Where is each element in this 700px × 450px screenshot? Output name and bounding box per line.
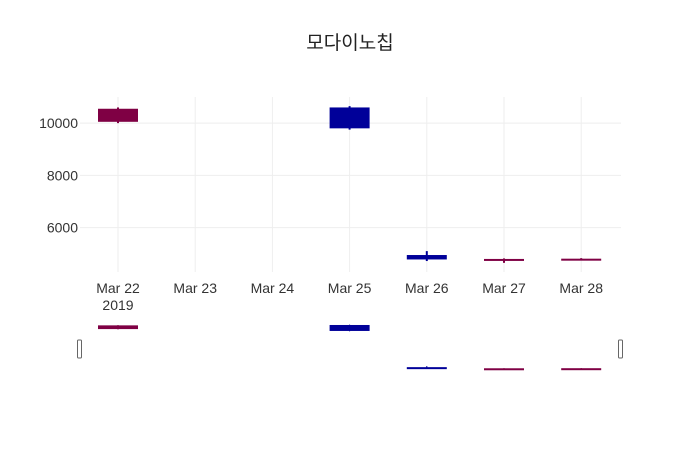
y-tick-label: 6000 bbox=[47, 220, 78, 236]
mini-candle bbox=[484, 368, 524, 371]
mini-candle-body bbox=[98, 325, 138, 330]
candle-body bbox=[406, 255, 447, 260]
y-tick-label: 8000 bbox=[47, 167, 78, 183]
mini-candle-body bbox=[561, 368, 602, 371]
chart-title: 모다이노칩 bbox=[306, 32, 393, 54]
mini-candle bbox=[561, 368, 602, 371]
candle bbox=[98, 107, 138, 124]
range-slider-right-handle[interactable] bbox=[618, 339, 623, 359]
x-tick-label: Mar 23 bbox=[173, 280, 217, 296]
candle-body bbox=[561, 258, 602, 261]
y-axis-ticks: 6000 8000 10000 bbox=[39, 115, 78, 235]
x-tick-label: Mar 27 bbox=[482, 280, 526, 296]
candle-body bbox=[329, 107, 370, 129]
mini-candle bbox=[98, 324, 138, 330]
range-slider-left-handle[interactable] bbox=[77, 339, 82, 359]
candle-body bbox=[98, 108, 138, 122]
mini-candle bbox=[329, 324, 370, 332]
candle bbox=[329, 106, 370, 130]
gridlines bbox=[80, 97, 621, 272]
x-tick-label: Mar 26 bbox=[405, 280, 449, 296]
x-year-label: 2019 bbox=[102, 297, 133, 313]
x-tick-label: Mar 28 bbox=[559, 280, 603, 296]
candle bbox=[406, 251, 447, 262]
range-slider[interactable] bbox=[77, 318, 623, 376]
candles bbox=[98, 106, 602, 263]
mini-candle-body bbox=[406, 367, 447, 370]
candle bbox=[561, 258, 602, 261]
candle bbox=[484, 258, 524, 263]
candle-body bbox=[484, 258, 524, 261]
mini-candle-body bbox=[329, 324, 370, 331]
x-axis-ticks: 2019 Mar 22 Mar 23 Mar 24 Mar 25 Mar 26 Mar 2… bbox=[96, 280, 603, 313]
y-tick-label: 10000 bbox=[39, 115, 78, 131]
x-tick-label: Mar 25 bbox=[328, 280, 372, 296]
range-slider-mini-candles bbox=[98, 324, 602, 371]
x-tick-label: Mar 24 bbox=[251, 280, 295, 296]
x-tick-label: Mar 22 bbox=[96, 280, 140, 296]
mini-candle bbox=[406, 366, 447, 370]
mini-candle-body bbox=[484, 368, 524, 371]
